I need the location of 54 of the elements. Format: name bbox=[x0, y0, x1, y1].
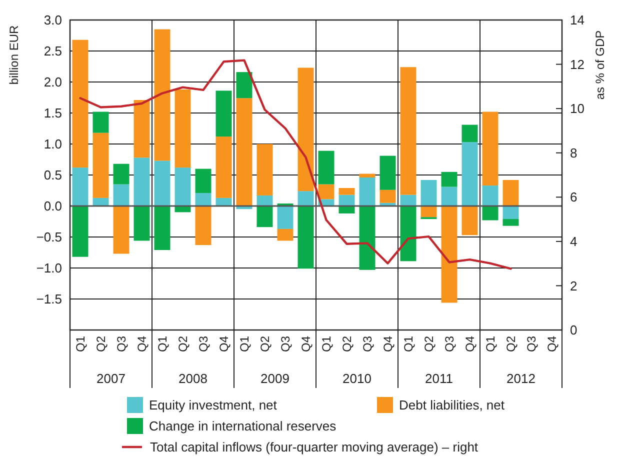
x-tick-label: Q4 bbox=[298, 336, 313, 352]
x-tick-label: Q1 bbox=[237, 336, 252, 352]
legend-label: Total capital inflows (four-quarter moving average) – right bbox=[150, 440, 478, 455]
x-tick-label: Q1 bbox=[483, 336, 498, 352]
legend-label: Debt liabilities, net bbox=[399, 398, 505, 413]
text: 2007 bbox=[96, 371, 126, 386]
x-tick-label: Q4 bbox=[380, 336, 395, 352]
y-tick-label: 0.0 bbox=[44, 198, 62, 214]
x-tick-label: Q4 bbox=[544, 336, 559, 352]
text: 2009 bbox=[260, 371, 290, 386]
y-tick-label: 2.0 bbox=[44, 74, 62, 90]
y2-axis-title: as % of GDP bbox=[593, 30, 607, 100]
x-tick-label: Q2 bbox=[258, 336, 272, 352]
y2-tick-label: 6 bbox=[570, 190, 578, 205]
y2-tick-label: 12 bbox=[570, 56, 584, 72]
y2-tick-label: 10 bbox=[570, 101, 584, 116]
x-tick-label: Q1 bbox=[73, 336, 88, 352]
y2-tick-label: 4 bbox=[570, 234, 578, 249]
x-tick-label: Q3 bbox=[278, 336, 292, 352]
x-tick-label: Q2 bbox=[504, 336, 518, 352]
legend-label: Equity investment, net bbox=[149, 398, 278, 413]
y-tick-label: −1.0 bbox=[36, 260, 62, 276]
y-tick-label: −0.5 bbox=[36, 230, 62, 245]
x-tick-label: Q1 bbox=[155, 336, 170, 352]
x-tick-label: Q2 bbox=[94, 336, 108, 352]
y-tick-label: 0.5 bbox=[44, 168, 62, 183]
x-tick-label: Q4 bbox=[134, 336, 149, 352]
text: 2010 bbox=[342, 371, 372, 386]
y-tick-label: 3.0 bbox=[44, 12, 62, 28]
y-tick-label: 1.5 bbox=[44, 106, 62, 121]
x-tick-label: Q2 bbox=[176, 336, 190, 352]
x-tick-label: Q2 bbox=[340, 336, 354, 352]
y-tick-label: 1.0 bbox=[44, 136, 62, 152]
x-tick-label: Q3 bbox=[524, 336, 538, 352]
text: 2011 bbox=[425, 371, 453, 386]
y-tick-label: −1.5 bbox=[36, 292, 62, 307]
y-axis-title: billion EUR bbox=[7, 24, 21, 85]
x-tick-label: Q1 bbox=[319, 336, 334, 352]
x-tick-label: Q3 bbox=[196, 336, 210, 352]
y2-tick-label: 0 bbox=[570, 322, 578, 338]
x-tick-label: Q4 bbox=[462, 336, 477, 352]
text: 2012 bbox=[506, 371, 536, 386]
x-tick-label: Q3 bbox=[442, 336, 456, 352]
x-tick-label: Q1 bbox=[401, 336, 416, 352]
x-tick-label: Q4 bbox=[216, 336, 231, 352]
text: 2008 bbox=[178, 371, 208, 386]
y-tick-label: 2.5 bbox=[44, 44, 62, 59]
y2-tick-label: 2 bbox=[570, 278, 578, 294]
y2-tick-label: 8 bbox=[570, 145, 578, 160]
legend-label: Change in international reserves bbox=[149, 418, 337, 434]
y2-tick-label: 14 bbox=[570, 12, 584, 28]
x-tick-label: Q3 bbox=[360, 336, 374, 352]
x-tick-label: Q3 bbox=[114, 336, 128, 352]
x-tick-label: Q2 bbox=[422, 336, 436, 352]
